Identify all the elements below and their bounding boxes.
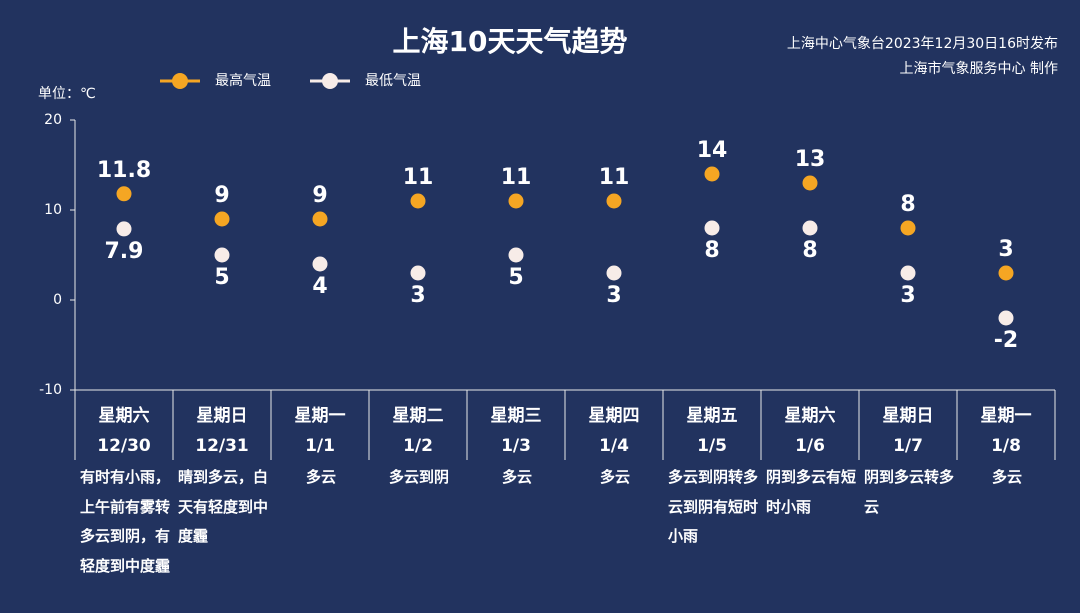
point [998,265,1014,281]
value-label: 5 [508,265,523,290]
weather-description: 多云到阴 [388,468,449,486]
point [116,186,132,202]
x-tick-label: 1/7 [893,436,923,456]
point [802,220,818,236]
point [214,247,230,263]
point [606,193,622,209]
value-label: 7.9 [105,239,144,264]
value-label: 11 [599,165,630,190]
weekday-label: 星期一 [981,406,1032,426]
point [900,265,916,281]
value-label: 11.8 [97,158,151,183]
point [606,265,622,281]
weather-description: 晴到多云，白天有轻度到中度霾 [178,468,269,545]
source-line: 上海中心气象台2023年12月30日16时发布 [787,36,1058,52]
weather-description: 阴到多云有短时小雨 [766,468,857,516]
chart-title: 上海10天天气趋势 [393,25,628,58]
weather-description: 多云 [991,468,1022,486]
value-label: 4 [312,274,327,299]
point [704,220,720,236]
point [508,193,524,209]
weather-description: 多云 [305,468,336,486]
point [900,220,916,236]
value-label: 13 [795,147,826,172]
point [802,175,818,191]
y-tick-label: 10 [44,202,62,218]
weather-description: 多云 [599,468,630,486]
legend-label: 最低气温 [365,73,421,89]
weather-description: 多云到阴转多云到阴有短时小雨 [668,468,759,545]
value-label: 9 [312,183,327,208]
value-label: 3 [998,237,1013,262]
weather-description: 阴到多云转多云 [864,468,955,516]
value-label: 8 [900,192,915,217]
y-tick-label: -10 [39,382,62,398]
weekday-label: 星期六 [99,405,150,426]
value-label: 3 [606,283,621,308]
x-tick-label: 1/8 [991,436,1021,456]
value-label: 3 [900,283,915,308]
legend-label: 最高气温 [215,72,271,89]
x-tick-label: 1/1 [305,436,335,456]
point [410,265,426,281]
x-tick-label: 1/6 [795,436,825,456]
value-label: 11 [501,165,532,190]
legend-marker [322,73,338,89]
weekday-label: 星期三 [491,406,542,426]
legend-marker [172,73,188,89]
weekday-label: 星期日 [197,406,248,426]
weather-description: 多云 [501,468,532,486]
weekday-label: 星期一 [295,406,346,426]
y-tick-label: 0 [53,292,62,308]
y-axis-label: 单位：℃ [38,86,96,102]
value-label: 8 [704,238,719,263]
point [116,221,132,237]
x-tick-label: 1/4 [599,436,629,456]
weekday-label: 星期四 [589,406,640,426]
value-label: 3 [410,283,425,308]
x-tick-label: 1/5 [697,436,727,456]
point [998,310,1014,326]
point [410,193,426,209]
value-label: 5 [214,265,229,290]
weekday-label: 星期日 [883,406,934,426]
source-line: 上海市气象服务中心 制作 [900,60,1058,77]
x-tick-label: 12/31 [195,436,249,456]
value-label: 11 [403,165,434,190]
point [704,166,720,182]
value-label: 8 [802,238,817,263]
point [508,247,524,263]
point [214,211,230,227]
weekday-label: 星期五 [687,406,738,426]
point [312,256,328,272]
y-tick-label: 20 [44,112,62,128]
point [312,211,328,227]
weekday-label: 星期二 [393,406,444,426]
x-tick-label: 12/30 [97,436,151,456]
value-label: 14 [697,138,728,163]
x-tick-label: 1/2 [403,436,433,456]
weekday-label: 星期六 [785,405,836,426]
value-label: 9 [214,183,229,208]
x-tick-label: 1/3 [501,436,531,456]
weather-description: 有时有小雨，上午前有雾转多云到阴，有轻度到中度霾 [80,468,171,575]
value-label: -2 [994,328,1018,353]
